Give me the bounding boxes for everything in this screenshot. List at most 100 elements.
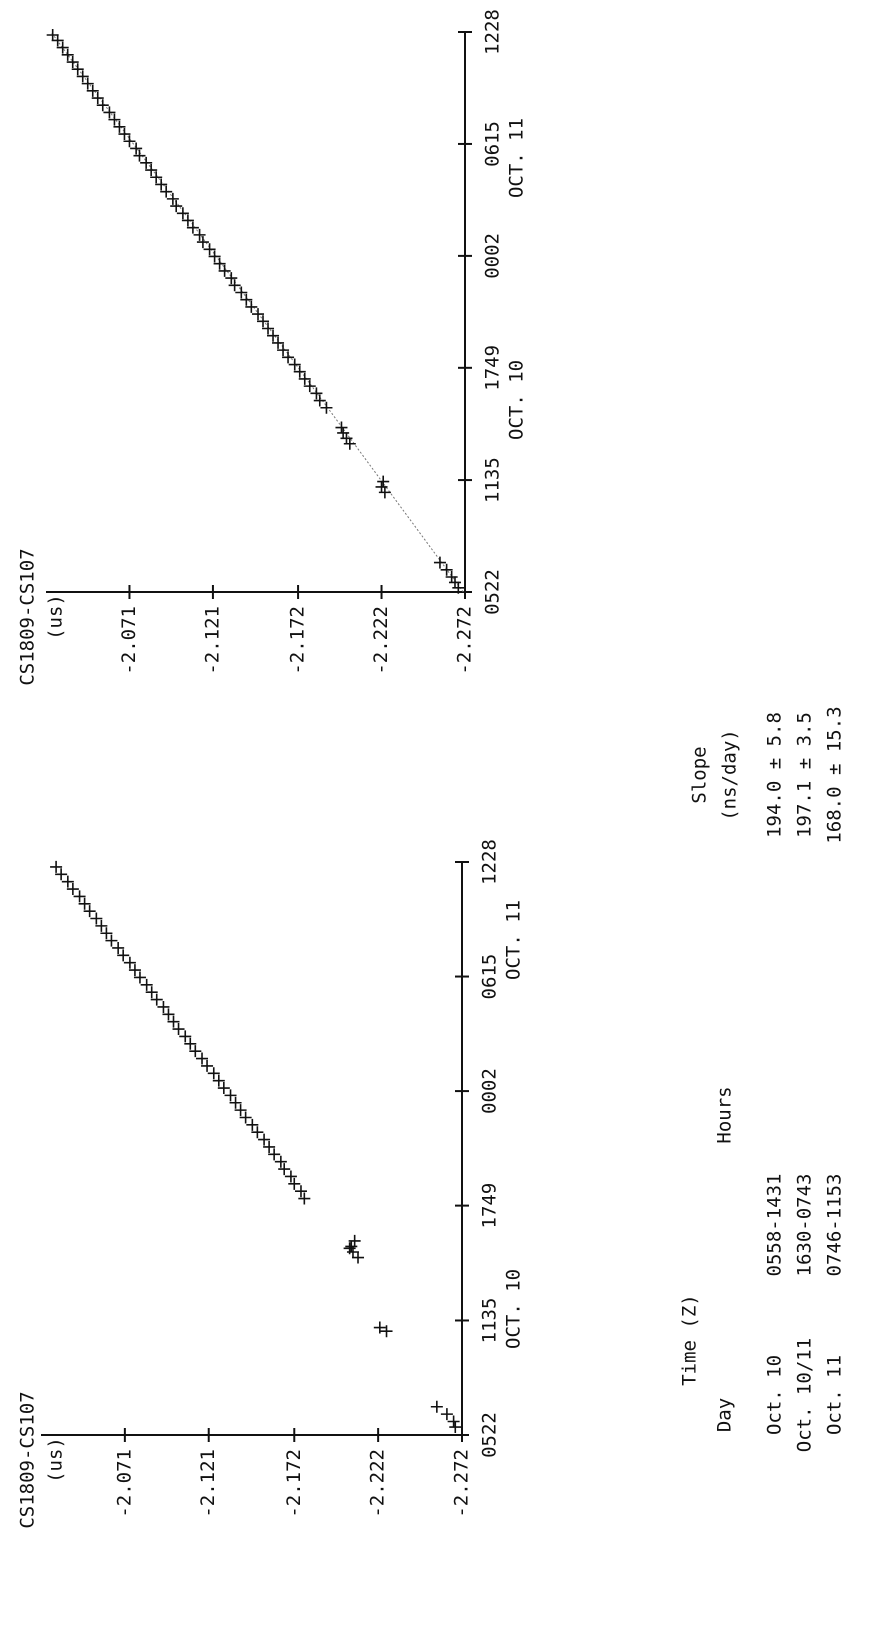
data-point: [433, 556, 446, 569]
table-cell: 0558-1431: [764, 1174, 786, 1277]
data-point: [430, 1400, 443, 1413]
data-point: [50, 860, 63, 873]
y-tick-label: -2.272: [451, 1449, 473, 1518]
data-point: [218, 264, 231, 277]
rotated-content: Time (Z) Day Hours Slope (ns/day) Oct. 1…: [17, 9, 846, 1529]
data-point: [81, 77, 94, 90]
data-point: [196, 236, 209, 249]
data-point: [337, 426, 350, 439]
x-group-label: OCT. 11: [506, 118, 528, 198]
data-point: [208, 250, 221, 263]
data-point: [71, 63, 84, 76]
data-point: [113, 120, 126, 133]
x-tick-label: 1749: [479, 1183, 501, 1229]
data-point: [196, 1052, 209, 1065]
axis-unit: (us): [45, 594, 67, 640]
data-point: [298, 1192, 311, 1205]
table-cell: 0746-1153: [824, 1174, 846, 1277]
data-point: [340, 432, 353, 445]
data-point: [440, 1408, 453, 1421]
data-point: [284, 1170, 297, 1183]
data-point: [282, 351, 295, 364]
data-point: [293, 365, 306, 378]
data-point: [193, 228, 206, 241]
data-point: [235, 286, 248, 299]
data-point: [251, 1126, 264, 1139]
x-group-label: OCT. 11: [503, 900, 525, 980]
data-point: [186, 221, 199, 234]
data-point: [112, 941, 125, 954]
data-point: [66, 883, 79, 896]
data-point: [345, 1240, 358, 1253]
data-point: [166, 192, 179, 205]
data-point: [263, 1140, 276, 1153]
data-point: [181, 214, 194, 227]
table-header: Slope: [689, 746, 711, 803]
y-tick-label: -2.172: [287, 606, 309, 675]
data-point: [274, 1155, 287, 1168]
table-header: Hours: [714, 1086, 736, 1143]
x-tick-label: 0615: [482, 121, 504, 167]
y-tick-label: -2.071: [118, 606, 140, 675]
table-cell: Oct. 11: [824, 1355, 846, 1435]
data-point: [105, 934, 118, 947]
chart-title: CS1809-CS107: [17, 548, 39, 685]
data-point: [96, 99, 109, 112]
data-point: [55, 868, 68, 881]
data-point: [123, 956, 136, 969]
data-point: [117, 949, 130, 962]
data-point: [320, 401, 333, 414]
y-tick-label: -2.222: [367, 1449, 389, 1518]
data-point: [160, 185, 173, 198]
data-point: [83, 905, 96, 918]
data-point: [170, 200, 183, 213]
data-point: [268, 1148, 281, 1161]
data-point: [212, 1074, 225, 1087]
data-point: [303, 380, 316, 393]
data-point: [162, 1008, 175, 1021]
data-point: [375, 480, 388, 493]
data-point: [172, 1023, 185, 1036]
data-point: [51, 34, 64, 47]
data-point: [258, 1133, 271, 1146]
data-point: [150, 993, 163, 1006]
data-point: [352, 1251, 365, 1264]
data-point: [140, 978, 153, 991]
data-point: [145, 986, 158, 999]
data-point: [91, 92, 104, 105]
data-point: [449, 1421, 462, 1434]
data-point: [240, 293, 253, 306]
data-point: [272, 336, 285, 349]
data-point: [150, 171, 163, 184]
y-tick-label: -2.272: [454, 606, 476, 675]
data-point: [145, 164, 158, 177]
chart-title: CS1809-CS107: [17, 1391, 39, 1528]
data-point: [189, 1045, 202, 1058]
table-cell: 168.0 ± 15.3: [824, 706, 846, 843]
x-tick-label: 1228: [479, 839, 501, 885]
data-point: [133, 971, 146, 984]
x-tick-label: 1749: [482, 345, 504, 391]
data-point: [213, 257, 226, 270]
data-point: [95, 919, 108, 932]
x-tick-label: 0615: [479, 954, 501, 1000]
data-point: [225, 272, 238, 285]
data-point: [288, 358, 301, 371]
data-point: [239, 1111, 252, 1124]
axis-unit: (us): [45, 1437, 67, 1483]
data-point: [252, 308, 265, 321]
table-cell: 1630-0743: [794, 1174, 816, 1277]
x-tick-label: 1228: [482, 9, 504, 55]
data-point: [343, 437, 356, 450]
data-point: [90, 912, 103, 925]
data-point: [86, 84, 99, 97]
data-point: [167, 1015, 180, 1028]
data-point: [73, 890, 86, 903]
data-point: [335, 421, 348, 434]
data-point: [447, 1415, 460, 1428]
data-point: [118, 128, 131, 141]
x-tick-label: 0002: [482, 233, 504, 279]
data-point: [313, 394, 326, 407]
data-point: [246, 1118, 259, 1131]
